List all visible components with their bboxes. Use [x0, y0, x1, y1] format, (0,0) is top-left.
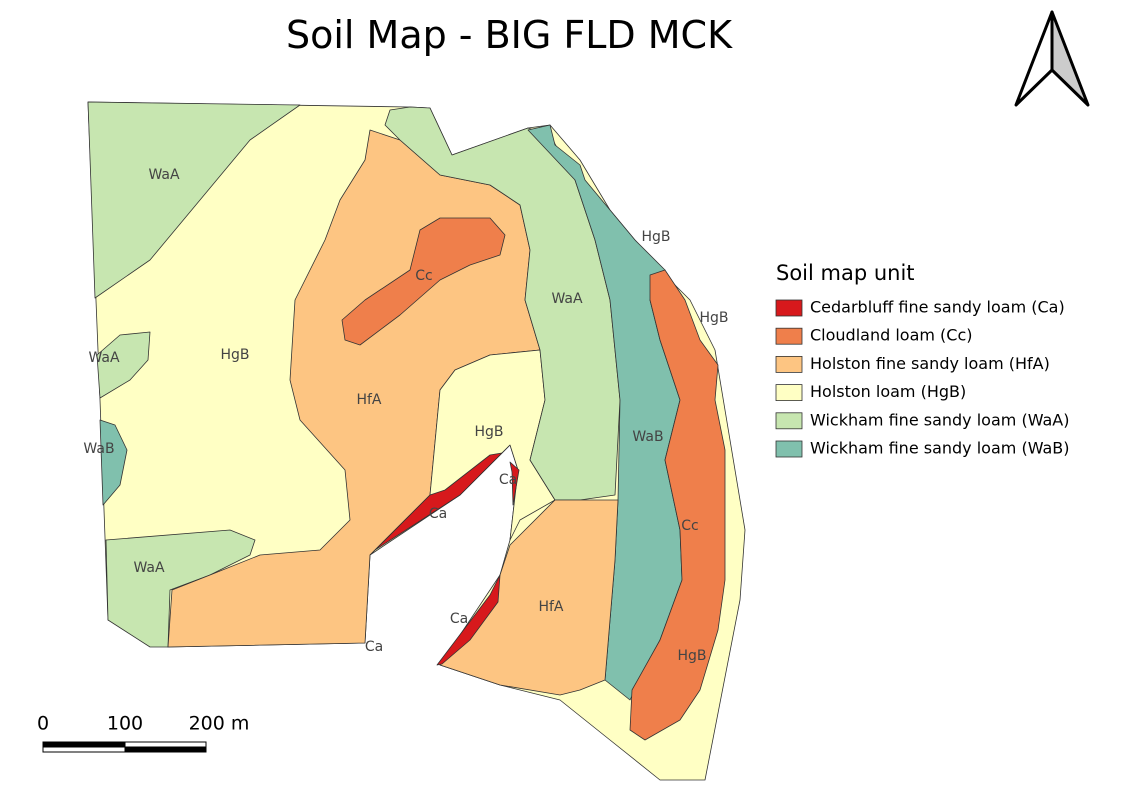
map-label: Ca — [450, 611, 468, 627]
map-labels: WaA HgB WaA WaB WaA Cc HfA WaA HgB Ca Ca… — [83, 167, 728, 664]
soil-polygon — [341, 217, 506, 346]
legend: Soil map unit Cedarbluff fine sandy loam… — [775, 261, 1070, 458]
soil-polygon — [99, 419, 128, 506]
map-label: HfA — [538, 599, 563, 615]
map-label: HgB — [220, 347, 249, 363]
legend-swatch — [775, 299, 803, 317]
legend-swatch — [775, 412, 803, 430]
north-arrow-left — [1014, 10, 1054, 107]
map-label: WaA — [148, 167, 180, 183]
legend-swatch — [775, 327, 803, 345]
map-label: WaB — [632, 429, 663, 445]
map-label: HgB — [641, 229, 670, 245]
soil-polygon — [629, 269, 726, 741]
map-label: HgB — [699, 310, 728, 326]
map-label: HgB — [677, 648, 706, 664]
soil-polygon — [96, 331, 151, 399]
soil-polygon — [384, 106, 621, 501]
legend-title: Soil map unit — [776, 261, 915, 285]
map-title: Soil Map - BIG FLD MCK — [286, 13, 733, 57]
north-arrow-right — [1050, 10, 1090, 107]
soil-polygon — [369, 452, 503, 556]
map-label: WaB — [83, 441, 114, 457]
legend-swatch — [775, 355, 803, 373]
legend-label: Cloudland loam (Cc) — [810, 326, 973, 345]
soil-polygons — [87, 101, 746, 781]
map-label: Cc — [415, 268, 432, 284]
map-label: Ca — [429, 506, 447, 522]
map-label: HgB — [474, 424, 503, 440]
map-label: WaA — [88, 350, 120, 366]
legend-label: Wickham fine sandy loam (WaB) — [810, 439, 1070, 458]
legend-swatch — [775, 384, 803, 402]
map-label: Ca — [499, 472, 517, 488]
scale-segment — [42, 746, 126, 753]
legend-label: Holston fine sandy loam (HfA) — [810, 354, 1050, 373]
legend-label: Holston loam (HgB) — [810, 382, 966, 401]
legend-label: Wickham fine sandy loam (WaA) — [810, 410, 1069, 429]
scale-segment — [124, 746, 207, 753]
soil-polygon — [439, 499, 619, 696]
scale-segment — [124, 741, 207, 748]
legend-swatch — [775, 440, 803, 458]
soil-polygon — [509, 461, 520, 506]
scale-segment — [42, 741, 126, 748]
scale-label: 100 — [107, 713, 143, 735]
scale-label: 200 m — [189, 713, 250, 735]
scale-label: 0 — [37, 713, 49, 735]
soil-polygon — [436, 574, 501, 666]
scale-bar: 0 100 200 m — [37, 713, 249, 753]
map-label: WaA — [133, 560, 165, 576]
map-label: Cc — [681, 518, 698, 534]
north-arrow — [1014, 10, 1090, 107]
legend-label: Cedarbluff fine sandy loam (Ca) — [810, 298, 1065, 317]
map-label: WaA — [551, 291, 583, 307]
soil-polygon — [87, 101, 301, 299]
map-label: Ca — [365, 639, 383, 655]
map-label: HfA — [356, 392, 381, 408]
